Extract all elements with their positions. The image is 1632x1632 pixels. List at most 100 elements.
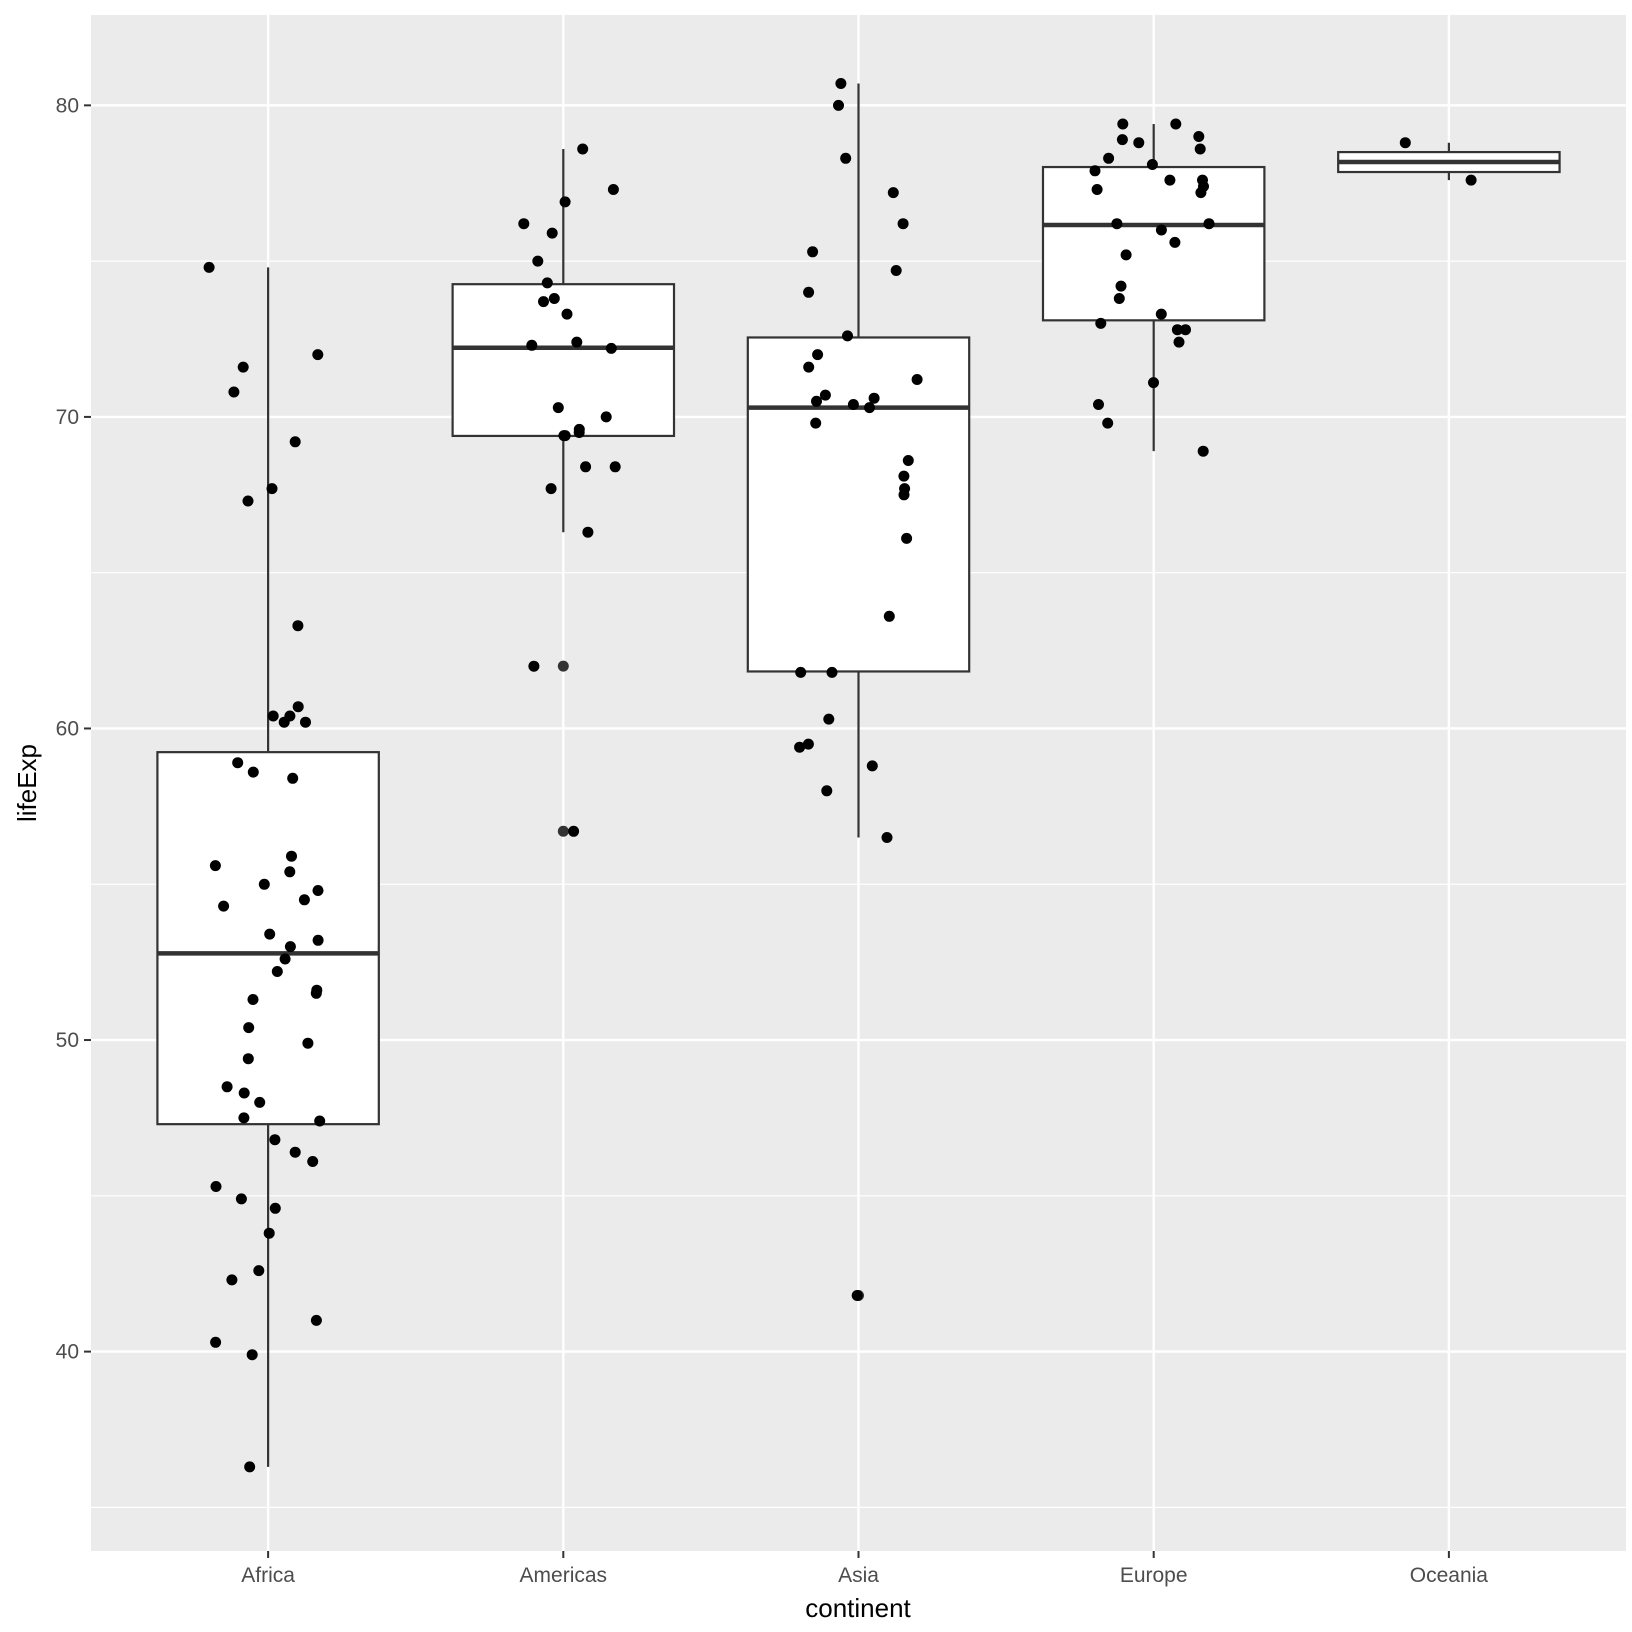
data-point — [218, 900, 230, 912]
data-point — [561, 308, 573, 320]
data-point — [582, 526, 594, 538]
x-tick-label: Americas — [520, 1564, 608, 1587]
y-tick-label: 70 — [56, 406, 79, 429]
data-point — [1148, 377, 1159, 389]
data-point — [851, 1290, 863, 1301]
data-point — [302, 1037, 314, 1049]
data-point — [1195, 187, 1207, 199]
data-point — [802, 738, 814, 750]
data-point — [235, 1193, 247, 1205]
data-point — [803, 361, 815, 373]
data-point — [573, 427, 585, 438]
data-point — [210, 1181, 222, 1192]
data-point — [232, 757, 244, 769]
data-point — [1197, 445, 1209, 457]
y-tick-label: 80 — [56, 94, 79, 117]
data-point — [887, 187, 899, 199]
x-tick-label: Europe — [1120, 1564, 1188, 1587]
data-point — [812, 349, 824, 361]
data-point — [833, 99, 844, 111]
data-point — [312, 934, 324, 946]
x-tick-label: Asia — [838, 1564, 879, 1587]
data-point — [263, 1227, 275, 1239]
data-point — [1171, 324, 1183, 336]
y-tick-label: 50 — [56, 1029, 79, 1052]
data-point — [310, 1314, 322, 1326]
data-point — [898, 470, 910, 482]
data-point — [902, 455, 914, 466]
data-point — [1170, 118, 1182, 130]
data-point — [526, 339, 538, 351]
data-point — [310, 987, 322, 999]
data-point — [289, 1146, 301, 1158]
data-point — [1173, 336, 1185, 348]
data-point — [226, 1274, 238, 1286]
data-point — [842, 330, 853, 342]
x-axis: Africa Americas Asia Europe Oceania — [241, 1551, 1488, 1587]
data-point — [298, 894, 310, 906]
data-point — [568, 825, 580, 837]
y-axis-title: lifeExp — [12, 744, 42, 822]
data-point — [279, 953, 291, 965]
data-point — [1111, 218, 1123, 230]
data-point — [203, 261, 215, 273]
data-point — [546, 227, 558, 239]
data-point — [292, 620, 304, 632]
data-point — [1133, 137, 1145, 149]
data-point — [284, 941, 296, 953]
data-point — [1115, 280, 1127, 292]
data-point — [600, 411, 612, 423]
data-point — [1103, 152, 1115, 164]
data-point — [532, 255, 544, 267]
data-point — [247, 994, 259, 1005]
data-point — [807, 246, 819, 258]
data-point — [242, 1053, 254, 1065]
data-point — [1465, 174, 1477, 186]
box-asia — [746, 336, 971, 673]
x-axis-title: continent — [805, 1593, 911, 1623]
data-point — [819, 389, 831, 401]
data-point — [1091, 184, 1103, 195]
data-point — [881, 832, 893, 843]
data-point — [811, 395, 822, 407]
data-point — [246, 1349, 258, 1361]
data-point — [258, 878, 270, 890]
data-point — [821, 785, 833, 797]
data-point — [1164, 174, 1176, 186]
data-point — [810, 417, 822, 429]
data-point — [209, 860, 221, 872]
jitter-points-layer — [203, 78, 1477, 1473]
data-point — [552, 402, 564, 414]
data-point — [1169, 236, 1181, 248]
data-point — [571, 336, 583, 348]
data-point — [538, 296, 549, 308]
data-point — [1155, 308, 1167, 320]
data-point — [271, 966, 283, 977]
data-point — [883, 610, 895, 622]
data-point — [901, 532, 913, 544]
data-point — [518, 218, 530, 230]
data-point — [868, 392, 880, 404]
data-point — [840, 152, 852, 164]
y-tick-label: 60 — [56, 717, 79, 740]
data-point — [1095, 317, 1107, 329]
data-point — [278, 716, 290, 728]
data-point — [1399, 137, 1411, 149]
data-point — [307, 1156, 319, 1167]
data-point — [237, 361, 249, 373]
x-tick-label: Oceania — [1410, 1564, 1489, 1587]
data-point — [1203, 218, 1215, 230]
data-point — [269, 1202, 281, 1214]
data-point — [803, 286, 815, 298]
data-point — [607, 184, 619, 195]
data-point — [238, 1087, 250, 1099]
x-tick-label: Africa — [241, 1564, 295, 1587]
data-point — [1089, 165, 1101, 177]
data-point — [545, 483, 557, 495]
data-point — [1194, 143, 1206, 155]
data-point — [558, 430, 570, 442]
data-point — [835, 78, 847, 89]
box-americas — [451, 283, 676, 438]
data-point — [284, 866, 296, 878]
data-point — [1120, 249, 1132, 261]
